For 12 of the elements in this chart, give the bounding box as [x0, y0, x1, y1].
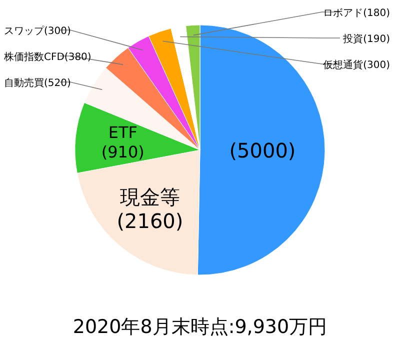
slice-label: ETF: [108, 123, 138, 142]
data-label: (5000): [229, 138, 296, 163]
text: 2020年8月末時点:9,930万円: [72, 316, 328, 338]
slice-label: スワップ(300): [4, 25, 71, 37]
slice-label: 投資(190): [342, 33, 390, 45]
slice-label: 株価指数CFD(380): [3, 51, 92, 63]
slice-label: ロボアド(180): [323, 8, 390, 19]
slice-label: 仮想通貨(300): [323, 59, 390, 71]
slice-label: 自動売買(520): [4, 77, 71, 89]
slice-label: 現金等: [120, 185, 180, 210]
data-label: (2160): [116, 209, 184, 234]
data-label: (910): [101, 142, 144, 162]
